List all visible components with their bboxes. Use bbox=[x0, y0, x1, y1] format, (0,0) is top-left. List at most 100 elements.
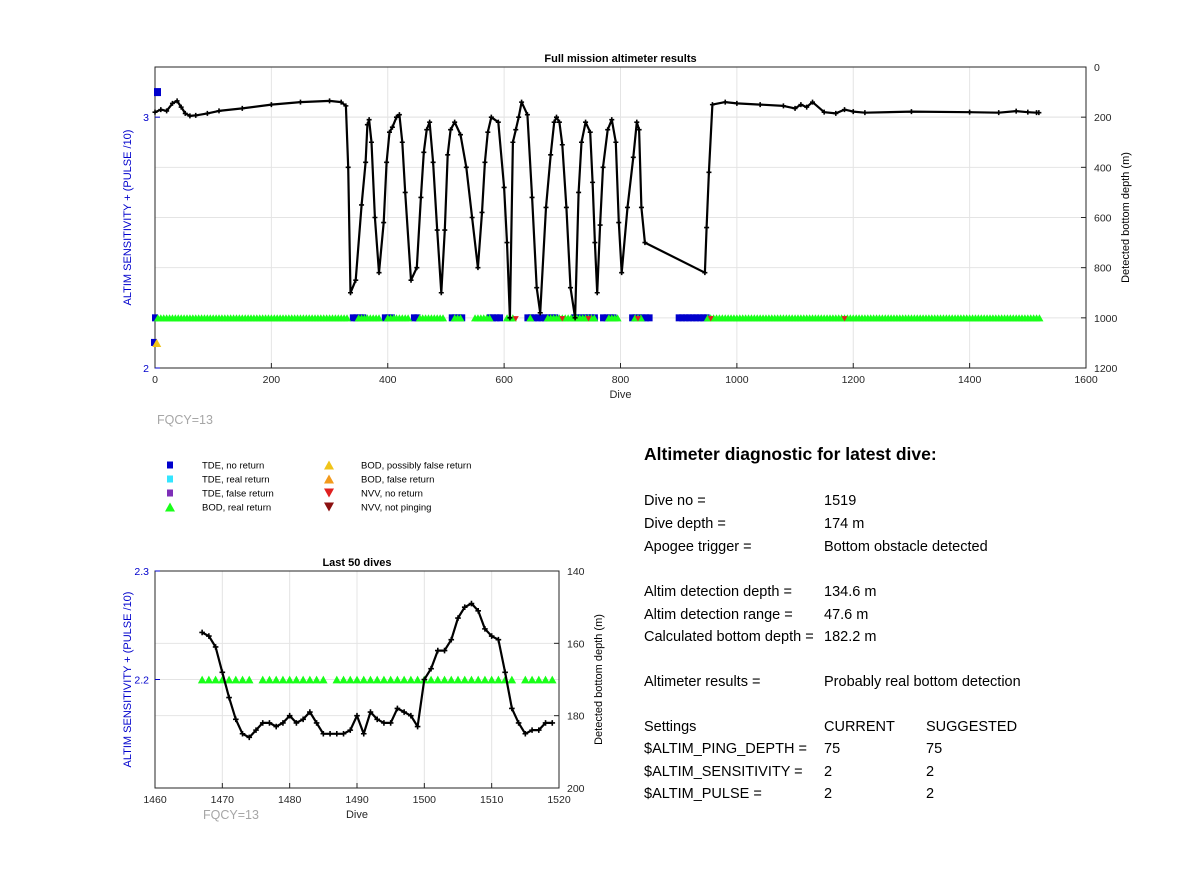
mission-bottom-depth-point bbox=[850, 109, 856, 115]
last50-bod-real-return-marker bbox=[487, 675, 496, 684]
last50-bod-real-return-marker bbox=[204, 675, 214, 684]
last50-bottom-depth-point bbox=[293, 720, 300, 726]
mission-bottom-depth-point bbox=[862, 110, 868, 116]
last50-bottom-depth-point bbox=[286, 712, 293, 719]
last50-y-right-tick-label: 180 bbox=[567, 711, 585, 723]
legend-label: TDE, false return bbox=[202, 489, 274, 500]
last50-bod-real-return-marker bbox=[197, 675, 207, 684]
last50-bottom-depth-point bbox=[428, 665, 434, 672]
last50-bod-real-return-marker bbox=[231, 675, 241, 684]
last50-bod-real-return-marker bbox=[406, 675, 416, 684]
setting-current: 75 bbox=[824, 741, 841, 757]
dive-no-label: Dive no = bbox=[644, 493, 706, 509]
last50-bod-real-return-marker bbox=[467, 675, 476, 684]
last50-bottom-depth-point bbox=[482, 626, 488, 632]
setting-current: 2 bbox=[824, 764, 833, 780]
mission-bottom-depth-point bbox=[297, 99, 303, 105]
mission-bottom-depth-point bbox=[482, 159, 488, 165]
mission-bottom-depth-point bbox=[709, 102, 715, 108]
last50-bottom-depth-point bbox=[495, 636, 502, 643]
mission-bottom-depth-point bbox=[457, 132, 463, 138]
mission-bottom-depth-point bbox=[376, 270, 382, 276]
tde-no-return-marker bbox=[497, 314, 504, 322]
mission-bottom-depth-point bbox=[594, 290, 600, 296]
mission-bottom-depth-point bbox=[488, 114, 494, 120]
last50-bottom-depth-point bbox=[273, 723, 279, 730]
mission-bottom-depth-point bbox=[780, 103, 786, 109]
last50-bod-real-return-marker bbox=[447, 675, 456, 684]
last50-bottom-depth-point bbox=[246, 734, 253, 741]
suggested-header: SUGGESTED bbox=[926, 719, 1018, 735]
tde-no-return-marker bbox=[448, 314, 455, 322]
mission-bottom-depth-point bbox=[1025, 109, 1031, 115]
last50-bod-real-return-marker bbox=[426, 675, 436, 684]
tde-no-return-marker bbox=[152, 314, 158, 322]
mission-bottom-depth-point bbox=[169, 100, 175, 106]
legend-triangle-marker bbox=[324, 474, 334, 484]
tde-no-return-marker bbox=[381, 314, 388, 322]
last50-bottom-depth-point bbox=[253, 727, 259, 733]
setting-suggested: 2 bbox=[926, 786, 935, 802]
tde-no-return-marker bbox=[686, 314, 693, 322]
last50-bottom-depth-point bbox=[522, 730, 529, 737]
mission-bottom-depth-point bbox=[408, 277, 414, 283]
mission-y-right-tick-label: 600 bbox=[1094, 213, 1112, 225]
mission-bottom-depth-point bbox=[343, 103, 349, 109]
legend-label: TDE, real return bbox=[202, 475, 270, 486]
mission-bottom-depth-point bbox=[572, 315, 578, 321]
mission-ylabel-right: Detected bottom depth (m) bbox=[1120, 152, 1132, 283]
nvv-no-return-marker bbox=[512, 316, 519, 322]
mission-bottom-depth-point bbox=[216, 108, 222, 114]
nvv-no-return-marker bbox=[707, 316, 714, 322]
last50-bottom-depth-point bbox=[435, 647, 441, 654]
bod-real-return-marker bbox=[343, 314, 352, 322]
last50-bod-real-return-marker bbox=[534, 675, 544, 684]
legend-triangle-marker bbox=[324, 460, 334, 470]
mission-bottom-depth-point bbox=[507, 315, 513, 321]
last50-bod-real-return-marker bbox=[413, 675, 422, 684]
tde-no-return-marker bbox=[682, 314, 689, 322]
last50-bottom-depth-point bbox=[347, 727, 354, 733]
legend-label: NVV, not pinging bbox=[361, 503, 431, 514]
mission-bottom-depth-point bbox=[204, 110, 210, 116]
last50-x-tick-label: 1490 bbox=[345, 794, 369, 806]
last50-bod-real-return-marker bbox=[473, 675, 483, 684]
last50-bod-real-return-marker bbox=[238, 675, 247, 684]
legend-label: BOD, real return bbox=[202, 503, 271, 514]
last50-axes: 1460 1470 1480 1490 1500 1510 1520 2.2 2.3 140 160… bbox=[122, 557, 605, 821]
bod-possibly-false-marker bbox=[152, 338, 162, 347]
last50-bod-real-return-marker bbox=[211, 675, 220, 684]
mission-bottom-depth-point bbox=[338, 99, 344, 105]
legend-triangle-marker bbox=[324, 502, 334, 512]
legend-label: NVV, no return bbox=[361, 489, 423, 500]
last50-y-left-tick-label: 2.3 bbox=[134, 566, 149, 578]
mission-y-right-tick-label: 800 bbox=[1094, 263, 1112, 275]
legend-square-marker bbox=[167, 475, 173, 483]
last50-bottom-depth-point bbox=[280, 720, 286, 726]
marker-legend: TDE, no return TDE, real return TDE, false… bbox=[165, 460, 471, 514]
tde-no-return-marker bbox=[490, 314, 497, 322]
mission-bottom-depth-point bbox=[475, 265, 481, 271]
mission-x-tick-label: 1200 bbox=[842, 374, 866, 386]
last50-bottom-depth-point bbox=[381, 720, 387, 726]
last50-bod-real-return-marker bbox=[359, 675, 368, 684]
mission-bottom-depth-point bbox=[996, 110, 1002, 116]
dive-depth-value: 174 m bbox=[824, 516, 865, 532]
tde-no-return-marker bbox=[689, 314, 696, 322]
tde-no-return-marker bbox=[154, 88, 161, 97]
bod-real-return-marker bbox=[404, 314, 413, 322]
mission-bottom-depth-point bbox=[495, 119, 501, 125]
last50-x-tick-label: 1500 bbox=[413, 794, 437, 806]
mission-title: Full mission altimeter results bbox=[544, 53, 696, 65]
setting-suggested: 75 bbox=[926, 741, 943, 757]
legend-triangle-marker bbox=[165, 502, 175, 512]
last50-bottom-depth-point bbox=[536, 727, 542, 733]
mission-bottom-depth-point bbox=[182, 110, 188, 116]
tde-no-return-marker bbox=[524, 314, 531, 322]
tde-no-return-marker bbox=[534, 314, 541, 322]
dive-no-value: 1519 bbox=[824, 493, 857, 509]
mission-x-tick-label: 800 bbox=[612, 374, 630, 386]
mission-bottom-depth-point bbox=[510, 139, 516, 145]
mission-bottom-depth-point bbox=[501, 184, 507, 190]
last50-bod-real-return-marker bbox=[319, 675, 328, 684]
